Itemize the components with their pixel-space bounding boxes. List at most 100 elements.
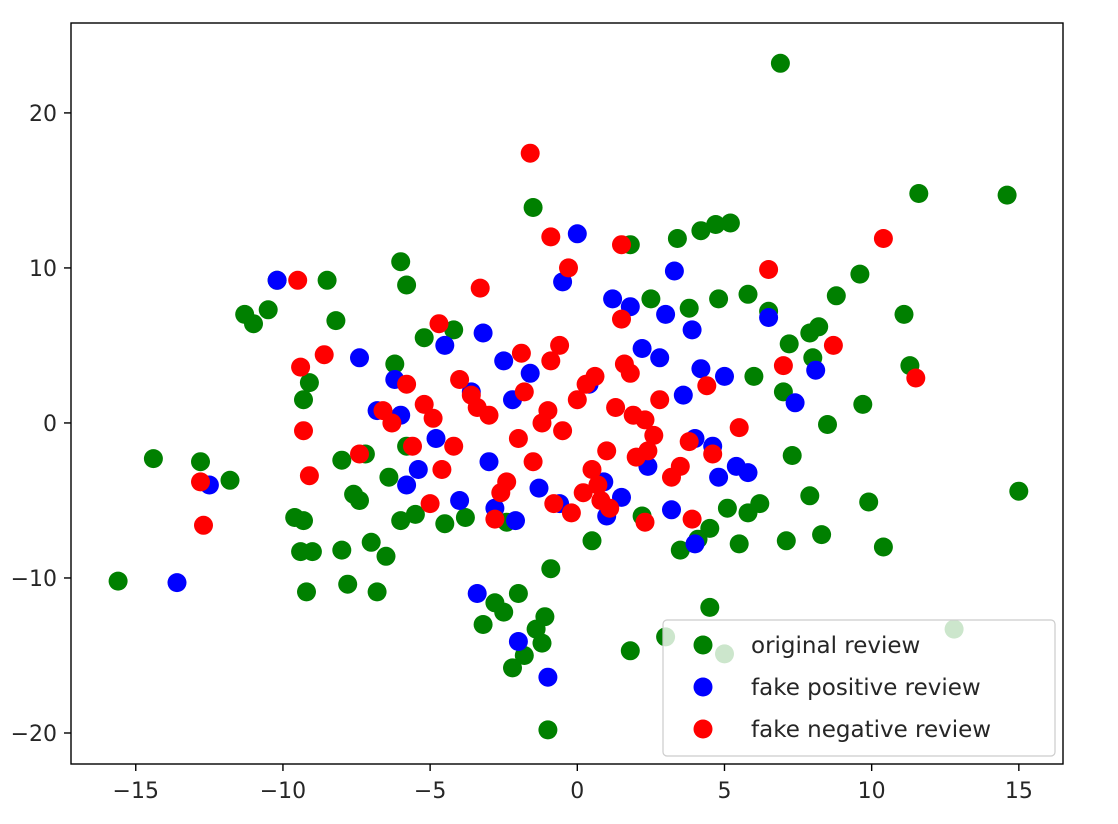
point-series-2-17 xyxy=(612,309,631,329)
point-series-0-15 xyxy=(220,470,240,490)
legend-box xyxy=(662,619,1056,757)
markers-layer xyxy=(108,53,1029,740)
point-series-1-40 xyxy=(709,467,729,487)
point-series-0-25 xyxy=(338,574,358,594)
point-series-2-4 xyxy=(612,235,631,255)
point-series-2-32 xyxy=(567,390,587,410)
point-series-0-14 xyxy=(191,452,210,472)
point-series-0-56 xyxy=(485,593,505,613)
point-series-0-7 xyxy=(1009,481,1029,501)
point-series-2-45 xyxy=(606,398,626,417)
point-series-2-18 xyxy=(429,314,449,334)
point-series-0-24 xyxy=(332,540,352,560)
legend: original review fake positive review fake … xyxy=(662,619,1056,757)
point-series-0-37 xyxy=(859,492,879,512)
point-series-0-54 xyxy=(541,559,561,579)
point-series-0-64 xyxy=(332,450,352,470)
point-series-0-6 xyxy=(667,229,687,248)
point-series-2-8 xyxy=(288,270,308,290)
y-tick-label: 10 xyxy=(29,257,57,282)
x-tick-label: 5 xyxy=(717,779,731,804)
point-series-1-12 xyxy=(806,360,826,380)
point-series-1-26 xyxy=(426,429,446,448)
point-series-0-51 xyxy=(532,633,552,653)
point-series-0-55 xyxy=(473,615,493,634)
point-series-2-11 xyxy=(191,472,210,492)
point-series-1-29 xyxy=(520,363,540,383)
point-series-2-70 xyxy=(623,405,643,425)
point-series-2-15 xyxy=(823,335,843,355)
point-series-0-35 xyxy=(826,286,846,306)
point-series-0-63 xyxy=(299,373,319,393)
point-series-2-57 xyxy=(373,401,393,421)
point-series-0-11 xyxy=(620,641,640,661)
point-series-2-16 xyxy=(773,356,793,376)
point-series-1-13 xyxy=(785,393,805,413)
point-series-0-66 xyxy=(350,491,369,510)
point-series-0-74 xyxy=(670,540,690,560)
point-series-0-3 xyxy=(538,720,558,740)
point-series-0-10 xyxy=(700,597,720,617)
point-series-0-91 xyxy=(379,467,399,487)
series-2 xyxy=(191,143,926,535)
point-series-1-24 xyxy=(715,366,734,386)
point-series-0-46 xyxy=(782,446,802,465)
point-series-0-29 xyxy=(391,252,411,272)
point-series-0-79 xyxy=(779,334,799,354)
point-series-0-12 xyxy=(108,571,128,591)
point-series-1-0 xyxy=(267,270,287,290)
point-series-0-49 xyxy=(503,658,522,678)
legend-marker-2 xyxy=(693,719,713,739)
point-series-0-0 xyxy=(770,53,790,73)
point-series-0-85 xyxy=(709,289,729,309)
point-series-0-72 xyxy=(582,531,602,551)
x-tick-label: 0 xyxy=(570,779,584,804)
point-series-2-59 xyxy=(650,390,670,410)
point-series-2-64 xyxy=(670,456,690,476)
point-series-2-14 xyxy=(299,466,319,486)
point-series-2-63 xyxy=(600,498,620,518)
y-tick-label: −10 xyxy=(11,567,57,592)
point-series-0-4 xyxy=(523,198,543,217)
point-series-0-94 xyxy=(738,503,758,523)
point-series-1-20 xyxy=(473,323,493,343)
point-series-2-47 xyxy=(514,382,534,402)
point-series-1-9 xyxy=(685,534,705,554)
x-tick-label: −5 xyxy=(414,779,446,804)
point-series-2-12 xyxy=(194,515,213,535)
point-series-2-58 xyxy=(397,374,417,394)
point-series-2-71 xyxy=(638,441,658,461)
point-series-1-21 xyxy=(494,351,514,371)
point-series-0-23 xyxy=(326,311,346,331)
point-series-2-29 xyxy=(420,494,440,514)
point-series-1-4 xyxy=(508,632,528,651)
point-series-2-37 xyxy=(553,421,573,441)
point-series-2-53 xyxy=(414,394,434,414)
point-series-1-10 xyxy=(350,348,369,368)
point-series-0-86 xyxy=(679,298,699,318)
point-series-2-33 xyxy=(508,429,528,448)
point-series-1-2 xyxy=(167,573,187,593)
point-series-0-43 xyxy=(800,486,820,506)
point-series-1-5 xyxy=(538,667,558,687)
point-series-0-45 xyxy=(776,531,796,551)
point-series-0-78 xyxy=(738,284,758,304)
point-series-1-6 xyxy=(567,224,587,244)
point-series-1-49 xyxy=(506,511,525,531)
x-tick-label: 10 xyxy=(858,779,886,804)
point-series-2-9 xyxy=(314,345,334,365)
legend-marker-0 xyxy=(693,635,713,655)
point-series-0-22 xyxy=(317,270,337,290)
point-series-2-2 xyxy=(906,368,926,388)
point-series-1-7 xyxy=(664,261,684,281)
point-series-2-10 xyxy=(291,357,311,377)
point-series-2-43 xyxy=(444,436,464,456)
x-tick-label: −15 xyxy=(113,779,159,804)
point-series-0-38 xyxy=(873,537,893,557)
point-series-0-83 xyxy=(444,320,464,340)
point-series-1-35 xyxy=(397,475,417,495)
point-series-2-27 xyxy=(403,436,422,456)
point-series-0-69 xyxy=(435,514,455,534)
point-series-2-23 xyxy=(682,509,702,529)
